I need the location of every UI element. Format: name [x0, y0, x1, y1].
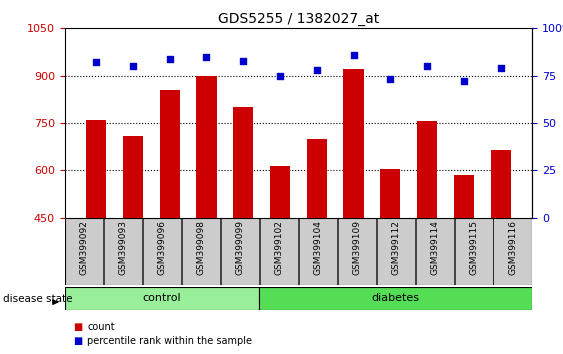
- FancyBboxPatch shape: [494, 218, 531, 285]
- Text: ■: ■: [73, 322, 82, 332]
- FancyBboxPatch shape: [221, 218, 259, 285]
- Bar: [123, 136, 143, 218]
- Text: GSM399115: GSM399115: [469, 220, 478, 275]
- Text: GSM399102: GSM399102: [274, 220, 283, 275]
- Point: [423, 63, 432, 69]
- FancyBboxPatch shape: [182, 218, 220, 285]
- Bar: [86, 120, 106, 218]
- Point: [496, 65, 505, 71]
- Point: [459, 79, 468, 84]
- FancyBboxPatch shape: [260, 218, 298, 285]
- FancyBboxPatch shape: [338, 218, 376, 285]
- FancyBboxPatch shape: [454, 218, 493, 285]
- FancyBboxPatch shape: [377, 218, 415, 285]
- Text: GSM399109: GSM399109: [352, 220, 361, 275]
- FancyBboxPatch shape: [260, 287, 532, 310]
- Bar: [307, 139, 327, 218]
- Point: [312, 67, 321, 73]
- Text: diabetes: diabetes: [372, 293, 420, 303]
- Point: [128, 63, 137, 69]
- Point: [386, 76, 395, 82]
- Title: GDS5255 / 1382027_at: GDS5255 / 1382027_at: [218, 12, 379, 26]
- Text: GSM399098: GSM399098: [196, 220, 205, 275]
- Text: disease state: disease state: [3, 294, 72, 304]
- Bar: [380, 169, 400, 218]
- Bar: [233, 107, 253, 218]
- Text: GSM399114: GSM399114: [430, 220, 439, 275]
- Text: GSM399093: GSM399093: [119, 220, 128, 275]
- Text: GSM399116: GSM399116: [508, 220, 517, 275]
- FancyBboxPatch shape: [65, 287, 260, 310]
- Bar: [454, 175, 474, 218]
- Point: [92, 59, 101, 65]
- Bar: [343, 69, 364, 218]
- Point: [202, 54, 211, 59]
- Point: [275, 73, 284, 79]
- FancyBboxPatch shape: [299, 218, 337, 285]
- Text: GSM399104: GSM399104: [314, 220, 323, 275]
- Text: control: control: [143, 293, 181, 303]
- Bar: [490, 150, 511, 218]
- Text: GSM399096: GSM399096: [158, 220, 167, 275]
- Text: GSM399112: GSM399112: [391, 220, 400, 275]
- FancyBboxPatch shape: [415, 218, 454, 285]
- Point: [165, 56, 174, 62]
- FancyBboxPatch shape: [65, 218, 103, 285]
- Text: count: count: [87, 322, 115, 332]
- Bar: [159, 90, 180, 218]
- Text: ■: ■: [73, 336, 82, 346]
- FancyBboxPatch shape: [104, 218, 142, 285]
- FancyBboxPatch shape: [143, 218, 181, 285]
- Bar: [417, 121, 437, 218]
- Point: [349, 52, 358, 58]
- Text: GSM399099: GSM399099: [235, 220, 244, 275]
- Bar: [196, 76, 217, 218]
- Point: [239, 58, 248, 63]
- Text: percentile rank within the sample: percentile rank within the sample: [87, 336, 252, 346]
- Bar: [270, 166, 290, 218]
- Text: GSM399092: GSM399092: [80, 220, 89, 275]
